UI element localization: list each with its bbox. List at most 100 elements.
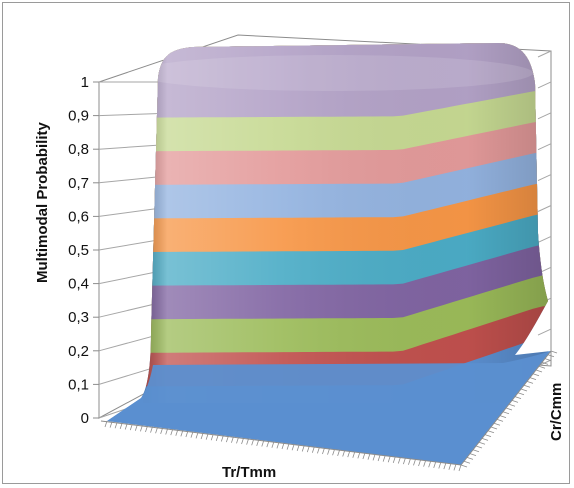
z-tick-mark	[511, 400, 519, 403]
z-tick-mark	[505, 407, 513, 411]
x-tick-mark	[104, 420, 108, 428]
x-tick-mark	[443, 462, 447, 470]
x-tick-mark	[200, 432, 204, 440]
x-tick-mark	[448, 463, 452, 470]
surface-chart: 0 0,1 0,2 0,3 0,4 0,5 0,6 0,7 0,8 0,9 1 Multimodal…	[34, 34, 565, 481]
x-tick-mark	[124, 423, 128, 430]
y-tick-label: 0,8	[68, 141, 89, 158]
z-tick-mark	[475, 445, 483, 449]
z-tick-mark	[520, 388, 528, 392]
floor-ticks	[100, 350, 558, 472]
x-tick-mark	[210, 434, 214, 441]
x-tick-mark	[256, 439, 260, 446]
x-tick-mark	[352, 451, 356, 458]
x-tick-mark	[301, 445, 305, 452]
x-tick-mark	[155, 427, 158, 434]
x-tick-mark	[180, 430, 184, 437]
gridline-right	[537, 235, 552, 243]
z-tick-mark	[496, 419, 504, 422]
x-tick-mark	[195, 432, 199, 439]
x-tick-mark	[397, 457, 401, 464]
z-tick-mark	[472, 449, 480, 453]
x-tick-mark	[109, 421, 113, 428]
x-tick-mark	[246, 438, 249, 445]
x-tick-mark	[276, 442, 280, 449]
x-tick-mark	[220, 435, 224, 442]
x-tick-mark	[251, 439, 255, 446]
x-tick-mark	[175, 429, 179, 436]
z-tick-mark	[484, 434, 492, 437]
z-tick-mark	[529, 377, 537, 380]
x-tick-mark	[281, 442, 285, 450]
x-tick-mark	[291, 444, 295, 451]
x-tick-mark	[165, 428, 169, 435]
z-tick-mark	[466, 457, 474, 460]
z-tick-mark	[550, 350, 558, 354]
z-tick-mark	[532, 373, 540, 377]
gridline-right	[537, 328, 552, 336]
y-tick-label: 0,5	[68, 242, 89, 259]
x-tick-mark	[119, 422, 123, 430]
gridline-right	[537, 112, 552, 120]
x-tick-mark	[145, 425, 148, 433]
z-tick-mark	[478, 441, 486, 445]
x-tick-mark	[413, 459, 416, 466]
x-tick-mark	[418, 459, 421, 467]
gridline-right	[537, 81, 552, 89]
x-tick-mark	[271, 441, 275, 448]
gridline-right	[537, 174, 552, 182]
x-tick-mark	[332, 449, 335, 456]
x-axis-title: Tr/Tmm	[222, 464, 276, 481]
z-tick-mark	[493, 422, 501, 426]
y-tick-label: 0,1	[68, 376, 89, 393]
y-tick-label: 0	[81, 410, 89, 427]
z-tick-mark	[538, 365, 546, 369]
z-tick-mark	[460, 464, 468, 468]
probability-surface	[107, 43, 551, 465]
y-tick-label: 0,4	[68, 276, 89, 293]
x-tick-mark	[342, 450, 346, 457]
z-tick-mark	[517, 392, 525, 396]
x-tick-mark	[337, 449, 341, 457]
x-tick-mark	[170, 429, 174, 436]
x-tick-mark	[372, 454, 376, 461]
y-tick-label: 0,7	[68, 175, 89, 192]
z-tick-mark	[469, 453, 477, 456]
x-tick-mark	[190, 431, 194, 438]
x-tick-mark	[438, 462, 442, 469]
x-tick-mark	[160, 427, 164, 435]
z-tick-mark	[508, 403, 516, 407]
z-tick-mark	[523, 384, 531, 388]
x-tick-mark	[306, 446, 310, 453]
x-tick-mark	[129, 424, 133, 431]
x-tick-mark	[357, 452, 361, 459]
x-tick-mark	[382, 455, 386, 462]
x-tick-mark	[241, 437, 244, 445]
x-tick-mark	[266, 440, 270, 448]
z-tick-mark	[535, 369, 543, 373]
y-axis-title: Multimodal Probability	[34, 122, 51, 283]
x-tick-mark	[225, 435, 229, 443]
x-tick-mark	[134, 424, 138, 431]
gridline-right	[537, 143, 552, 151]
x-tick-mark	[347, 451, 351, 458]
x-tick-mark	[261, 440, 265, 447]
y-axis-ticks: 0 0,1 0,2 0,3 0,4 0,5 0,6 0,7 0,8 0,9 1	[68, 74, 99, 427]
z-tick-mark	[514, 396, 522, 399]
x-tick-mark	[402, 457, 406, 465]
z-tick-mark	[499, 415, 507, 418]
x-tick-mark	[317, 447, 320, 454]
z-tick-mark	[481, 438, 489, 441]
x-tick-mark	[311, 446, 315, 453]
z-tick-mark	[490, 426, 498, 430]
x-tick-mark	[408, 458, 411, 465]
z-tick-mark	[547, 354, 555, 358]
gridline-right	[537, 205, 552, 212]
z-tick-mark	[544, 358, 552, 361]
x-tick-mark	[286, 443, 290, 450]
x-tick-mark	[433, 461, 437, 468]
x-tick-mark	[205, 433, 209, 440]
z-tick-mark	[502, 411, 510, 415]
y-tick-label: 0,9	[68, 108, 89, 125]
x-tick-mark	[377, 454, 381, 462]
